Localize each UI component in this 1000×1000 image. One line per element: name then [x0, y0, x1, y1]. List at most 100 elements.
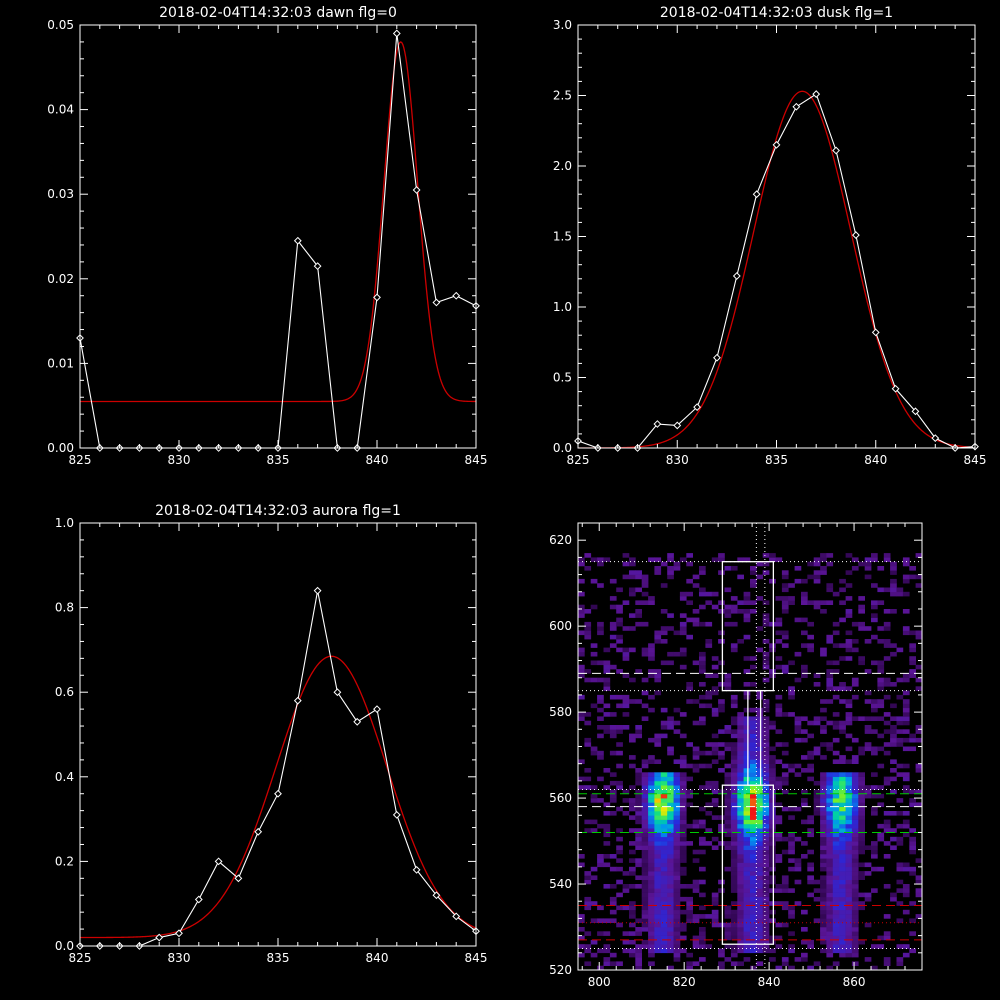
heatmap-cell: [730, 703, 738, 709]
heatmap-cell: [648, 656, 655, 661]
heatmap-cell: [839, 939, 846, 945]
heatmap-cell: [622, 798, 630, 803]
heatmap-cell: [641, 836, 649, 842]
heatmap-cell: [667, 866, 674, 872]
heatmap-cell: [762, 737, 770, 743]
heatmap-cell: [584, 828, 592, 833]
heatmap-cell: [839, 836, 846, 842]
heatmap-cell: [654, 841, 662, 846]
heatmap-cell: [660, 845, 668, 850]
heatmap-cell: [590, 866, 598, 872]
heatmap-cell: [743, 957, 751, 962]
heatmap-cell: [686, 634, 693, 640]
heatmap-cell: [864, 557, 872, 562]
heatmap-cell: [858, 806, 865, 812]
heatmap-cell: [692, 849, 700, 855]
heatmap-cell: [660, 939, 668, 945]
heatmap-cell: [616, 703, 623, 709]
heatmap-cell: [724, 841, 732, 846]
heatmap-cell: [769, 957, 776, 962]
heatmap-cell: [864, 725, 872, 730]
heatmap-cell: [641, 888, 649, 893]
heatmap-cell: [890, 729, 897, 734]
heatmap-cell: [826, 682, 834, 687]
heatmap-cell: [826, 918, 834, 923]
heatmap-cell: [673, 802, 681, 807]
heatmap-cell: [756, 841, 764, 846]
heatmap-cell: [679, 763, 687, 769]
heatmap-cell: [603, 729, 611, 734]
heatmap-cell: [896, 587, 904, 593]
heatmap-cell: [826, 793, 834, 799]
heatmap-cell: [909, 673, 916, 678]
heatmap-cell: [648, 673, 655, 678]
heatmap-cell: [896, 716, 904, 721]
heatmap-cell: [832, 922, 840, 928]
heatmap-cell: [603, 669, 611, 674]
heatmap-cell: [915, 677, 923, 683]
heatmap-cell: [660, 785, 668, 790]
heatmap-cell: [622, 673, 630, 678]
heatmap-cell: [801, 755, 808, 760]
heatmap-cell: [679, 823, 687, 829]
heatmap-cell: [692, 879, 700, 885]
heatmap-cell: [743, 858, 751, 863]
heatmap-cell: [603, 557, 611, 562]
heatmap-cell: [813, 806, 821, 812]
heatmap-cell: [724, 845, 732, 850]
heatmap-cell: [673, 561, 681, 567]
heatmap-cell: [654, 819, 662, 825]
heatmap-cell: [743, 905, 751, 911]
data-point: [313, 586, 322, 595]
heatmap-cell: [896, 694, 904, 700]
heatmap-cell: [629, 828, 636, 833]
heatmap-cell: [616, 604, 623, 610]
heatmap-cell: [743, 866, 751, 872]
heatmap-cell: [629, 561, 636, 567]
heatmap-cell: [737, 849, 744, 855]
heatmap-cell: [622, 939, 630, 945]
heatmap-cell: [871, 729, 878, 734]
heatmap-cell: [864, 789, 872, 795]
heatmap-cell: [603, 664, 611, 670]
heatmap-cell: [851, 905, 859, 911]
heatmap-cell: [826, 553, 834, 558]
heatmap-cell: [826, 884, 834, 889]
heatmap-cell: [648, 647, 655, 653]
heatmap-cell: [622, 656, 630, 661]
heatmap-cell: [730, 845, 738, 850]
heatmap-cell: [902, 574, 910, 580]
heatmap-cell: [718, 952, 725, 958]
heatmap-cell: [718, 570, 725, 575]
heatmap-cell: [864, 845, 872, 850]
heatmap-cell: [609, 725, 617, 730]
heatmap-cell: [902, 884, 910, 889]
heatmap-cell: [839, 858, 846, 863]
heatmap-cell: [890, 651, 897, 657]
heatmap-cell: [845, 720, 853, 726]
heatmap-cell: [883, 643, 891, 648]
heatmap-cell: [877, 746, 885, 752]
heatmap-cell: [826, 798, 834, 803]
heatmap-cell: [826, 686, 834, 691]
heatmap-cell: [915, 789, 923, 795]
heatmap-cell: [832, 793, 840, 799]
heatmap-cell: [667, 892, 674, 898]
heatmap-cell: [832, 862, 840, 868]
heatmap-cell: [667, 922, 674, 928]
heatmap-cell: [641, 690, 649, 696]
y-tick-label: 0.8: [55, 601, 74, 615]
heatmap-cell: [590, 677, 598, 683]
heatmap-cell: [667, 651, 674, 657]
heatmap-cell: [820, 854, 827, 859]
heatmap-cell: [629, 733, 636, 739]
chart-title: 2018-02-04T14:32:03 aurora flg=1: [155, 503, 401, 519]
heatmap-cell: [699, 957, 706, 962]
heatmap-cell: [578, 944, 585, 949]
heatmap-cell: [769, 776, 776, 782]
heatmap-cell: [699, 664, 706, 670]
heatmap-cell: [648, 694, 655, 700]
heatmap-cell: [699, 682, 706, 687]
y-tick-label: 540: [549, 877, 572, 891]
heatmap-cell: [686, 896, 693, 902]
